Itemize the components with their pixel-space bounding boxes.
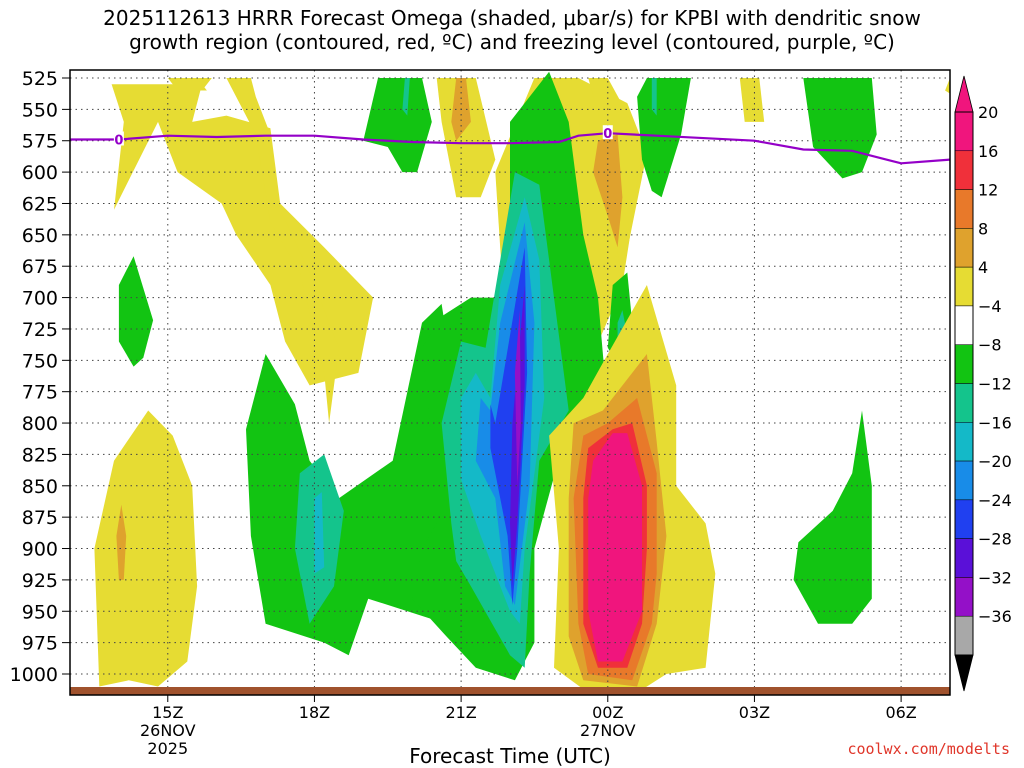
colorbar-bin--28 xyxy=(954,538,974,578)
colorbar-label: 16 xyxy=(978,142,998,161)
y-tick-label-750: 750 xyxy=(22,350,58,372)
x-tick-label-03Z: 03Z xyxy=(739,703,770,722)
x-tick-date: 27NOV xyxy=(580,721,636,740)
colorbar-label: −28 xyxy=(978,530,1012,549)
colorbar-bin--12 xyxy=(954,383,974,423)
omega-region-c-top5 xyxy=(651,78,657,116)
colorbar-bin-20 xyxy=(954,111,974,152)
colorbar-frame xyxy=(954,111,974,656)
colorbar-label: −16 xyxy=(978,413,1012,432)
y-tick-label-850: 850 xyxy=(22,476,58,498)
colorbar-bin--16 xyxy=(954,422,974,462)
y-tick-label-825: 825 xyxy=(22,444,58,466)
colorbar-bin-8 xyxy=(954,228,974,268)
y-tick-label-950: 950 xyxy=(22,601,58,623)
freezing-level-label: 0 xyxy=(603,127,612,142)
omega-region-c-top1 xyxy=(402,78,410,116)
colorbar-bin--8 xyxy=(954,344,974,384)
omega-region-pp-mid xyxy=(514,310,521,486)
y-tick-label-625: 625 xyxy=(22,193,58,215)
colorbar-bin--24 xyxy=(954,499,974,539)
colorbar-bottom-arrow xyxy=(954,654,974,692)
ground-bar xyxy=(70,687,950,695)
omega-region-g-top5 xyxy=(637,78,691,198)
y-tick-label-800: 800 xyxy=(22,413,58,435)
omega-region-o-lowleft xyxy=(116,504,127,580)
freezing-label-bg xyxy=(602,125,613,140)
colorbar-label: −12 xyxy=(978,375,1012,394)
y-tick-label-925: 925 xyxy=(22,570,58,592)
y-tick-label-600: 600 xyxy=(22,162,58,184)
y-tick-label-525: 525 xyxy=(22,68,58,90)
y-tick-label-900: 900 xyxy=(22,539,58,561)
colorbar-label: 20 xyxy=(978,103,998,122)
omega-region-y-topright xyxy=(945,78,950,94)
colorbar-bin--4 xyxy=(954,305,974,345)
colorbar-label: 8 xyxy=(978,219,988,238)
colorbar-label: −24 xyxy=(978,491,1012,510)
y-tick-label-725: 725 xyxy=(22,319,58,341)
colorbar-label: −32 xyxy=(978,568,1012,587)
colorbar-bin--36 xyxy=(954,615,974,656)
freezing-level-label: 0 xyxy=(114,133,123,148)
y-tick-label-875: 875 xyxy=(22,507,58,529)
credit-text: coolwx.com/modelts xyxy=(847,740,1010,758)
colorbar-bin-16 xyxy=(954,150,974,190)
x-tick-label-06Z: 06Z xyxy=(885,703,916,722)
title-line-2: growth region (contoured, red, ºC) and f… xyxy=(129,30,895,54)
colorbar-label: −20 xyxy=(978,452,1012,471)
x-axis-title: Forecast Time (UTC) xyxy=(409,744,611,768)
colorbar-label: −8 xyxy=(978,336,1002,355)
grid-lines xyxy=(70,70,950,695)
omega-region-y-top2 xyxy=(436,78,496,198)
omega-region-o-top4 xyxy=(593,134,623,248)
y-tick-label-975: 975 xyxy=(22,633,58,655)
colorbar-bin-12 xyxy=(954,189,974,229)
freezing-label-bg xyxy=(113,131,124,146)
colorbar-label: −4 xyxy=(978,297,1002,316)
title-line-1: 2025112613 HRRR Forecast Omega (shaded, … xyxy=(103,6,921,30)
x-tick-label-18Z: 18Z xyxy=(299,703,330,722)
x-tick-label-00Z: 00Z xyxy=(592,703,623,722)
colorbar-label: 4 xyxy=(978,258,988,277)
omega-region-cy-lowmid xyxy=(314,492,325,574)
y-axis: 525 550 575 600 625 650 675 700 725 750 775 800 825 8… xyxy=(10,68,70,686)
colorbar-bin--32 xyxy=(954,577,974,617)
y-tick-label-700: 700 xyxy=(22,288,58,310)
y-tick-label-575: 575 xyxy=(22,131,58,153)
omega-region-w-lowleft xyxy=(94,410,198,687)
plot-frame xyxy=(69,69,951,696)
omega-region-g-lowright xyxy=(793,410,872,624)
y-tick-label-650: 650 xyxy=(22,225,58,247)
omega-region-m-bottom xyxy=(588,433,642,662)
chart-title: 2025112613 HRRR Forecast Omega (shaded, … xyxy=(0,6,1024,54)
colorbar-bin-4 xyxy=(954,266,974,307)
x-tick-label-21Z: 21Z xyxy=(445,703,476,722)
x-tick-date: 26NOV xyxy=(140,721,196,740)
omega-region-y-topleft xyxy=(226,78,339,424)
omega-region-g-top1 xyxy=(363,78,432,173)
colorbar: 20 16 12 8 4 −4 −8 −12 −16 −20 −24 −28 −32 −36 xyxy=(954,75,1012,692)
omega-region-y-top6 xyxy=(739,78,765,122)
y-tick-label-775: 775 xyxy=(22,382,58,404)
colorbar-top-arrow xyxy=(954,75,974,113)
colorbar-bin--20 xyxy=(954,460,974,501)
y-tick-label-1000: 1000 xyxy=(10,664,58,686)
freezing-level-line xyxy=(70,132,950,165)
x-tick-label-15Z: 15Z xyxy=(152,703,183,722)
x-tick-year: 2025 xyxy=(147,739,188,758)
omega-region-white-left xyxy=(111,84,374,386)
omega-region-y-topleft2 xyxy=(167,78,207,91)
colorbar-label: −36 xyxy=(978,607,1012,626)
y-tick-label-550: 550 xyxy=(22,99,58,121)
y-tick-label-675: 675 xyxy=(22,256,58,278)
omega-region-g-leftblob xyxy=(118,256,154,367)
colorbar-label: 12 xyxy=(978,181,998,200)
